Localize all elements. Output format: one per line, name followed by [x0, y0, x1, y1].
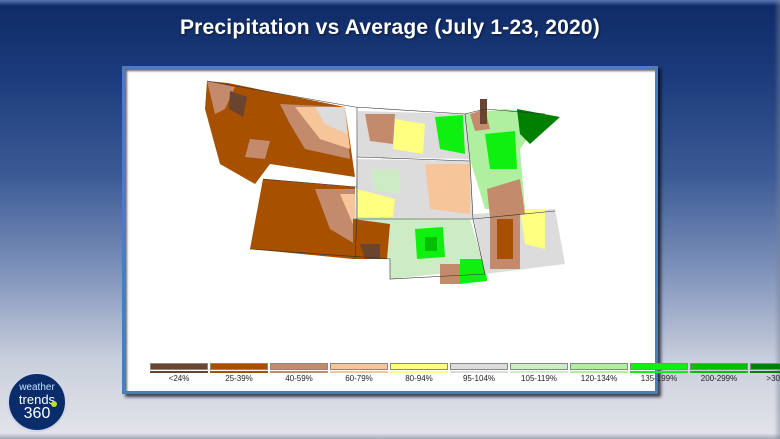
logo-text-360: 360	[23, 405, 51, 422]
legend-label: 80-94%	[405, 374, 433, 383]
legend-swatch-underline	[150, 371, 208, 373]
bottom-edge	[0, 433, 780, 439]
legend-label: 40-59%	[285, 374, 313, 383]
legend-label: 60-79%	[345, 374, 373, 383]
legend-swatch-underline	[210, 371, 268, 373]
slide-title: Precipitation vs Average (July 1-23, 202…	[179, 16, 601, 39]
legend-swatch-underline	[450, 371, 508, 373]
legend-swatch	[210, 363, 268, 370]
legend-item: >300%	[750, 363, 780, 383]
legend-item: 40-59%	[270, 363, 328, 383]
legend-swatch-underline	[570, 371, 628, 373]
legend-swatch	[750, 363, 780, 370]
legend-swatch	[570, 363, 628, 370]
legend-swatch-underline	[510, 371, 568, 373]
legend-swatch	[450, 363, 508, 370]
legend-label: <24%	[168, 374, 190, 383]
legend-swatch-underline	[390, 371, 448, 373]
legend-label: 95-104%	[462, 374, 496, 383]
precipitation-map	[205, 80, 565, 284]
logo-text-trends: trends	[18, 392, 56, 407]
logo-dot-icon	[51, 401, 57, 407]
legend-swatch-underline	[690, 371, 748, 373]
legend-swatch	[690, 363, 748, 370]
right-edge	[774, 0, 780, 439]
legend-item: 80-94%	[390, 363, 448, 383]
legend-swatch	[270, 363, 328, 370]
legend-swatch	[630, 363, 688, 370]
legend-label: 25-39%	[225, 374, 253, 383]
legend-swatch-underline	[750, 371, 780, 373]
legend-item: 60-79%	[330, 363, 388, 383]
legend-item: 25-39%	[210, 363, 268, 383]
legend-label: 120-134%	[580, 374, 618, 383]
legend-swatch	[150, 363, 208, 370]
legend-label: >300%	[766, 374, 780, 383]
map-frame: <24% 25-39% 40-59% 60-79% 80-94% 95-104%	[122, 66, 780, 394]
legend-swatch	[510, 363, 568, 370]
legend-label: 105-119%	[521, 374, 557, 383]
weathertrends360-logo: weather trends 360	[7, 372, 67, 432]
legend-item: 120-134%	[570, 363, 628, 383]
legend-item: 95-104%	[450, 363, 508, 383]
legend-item: <24%	[150, 363, 208, 383]
legend-label: 200-299%	[700, 374, 738, 383]
legend-swatch	[330, 363, 388, 370]
legend-swatch-underline	[630, 371, 688, 373]
legend-swatch-underline	[330, 371, 388, 373]
legend-label: 135-199%	[640, 374, 678, 383]
legend-item: 105-119%	[510, 363, 568, 383]
legend-swatch-underline	[270, 371, 328, 373]
map-legend: <24% 25-39% 40-59% 60-79% 80-94% 95-104%	[150, 363, 780, 383]
legend-item: 200-299%	[690, 363, 748, 383]
legend-swatch	[390, 363, 448, 370]
logo-text-weather: weather	[19, 382, 55, 393]
legend-item: 135-199%	[630, 363, 688, 383]
top-bar	[0, 0, 780, 6]
